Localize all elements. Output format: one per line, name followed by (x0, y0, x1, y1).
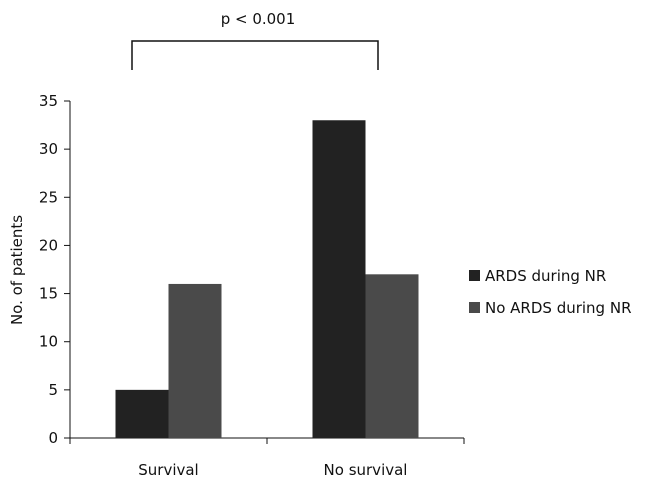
y-tick-label: 10 (39, 333, 58, 351)
legend-swatch (469, 302, 480, 313)
y-tick-label: 20 (39, 236, 58, 254)
legend: ARDS during NR No ARDS during NR (469, 267, 632, 317)
legend-label: ARDS during NR (485, 267, 606, 285)
legend-label: No ARDS during NR (485, 299, 632, 317)
category-labels: Survival No survival (138, 461, 407, 479)
category-label: No survival (324, 461, 408, 479)
bar-ards-survival (115, 389, 169, 438)
y-axis-label: No. of patients (8, 215, 26, 325)
y-axis-ticks: 0 5 10 15 20 25 30 35 (39, 92, 70, 447)
significance-bracket: p < 0.001 (131, 10, 379, 70)
p-value-annotation: p < 0.001 (221, 10, 296, 28)
bar-no-ards-survival (168, 283, 222, 438)
y-tick-label: 0 (48, 429, 58, 447)
y-tick-label: 35 (39, 92, 58, 110)
y-tick-label: 25 (39, 188, 58, 206)
bars (115, 120, 419, 438)
x-axis-ticks (69, 438, 465, 444)
y-tick-label: 5 (48, 381, 58, 399)
bar-no-ards-no-survival (365, 274, 419, 438)
bar-ards-no-survival (312, 120, 366, 438)
y-tick-label: 15 (39, 285, 58, 303)
bracket-line (131, 40, 379, 70)
y-tick-label: 30 (39, 140, 58, 158)
legend-swatch (469, 270, 480, 281)
category-label: Survival (138, 461, 198, 479)
